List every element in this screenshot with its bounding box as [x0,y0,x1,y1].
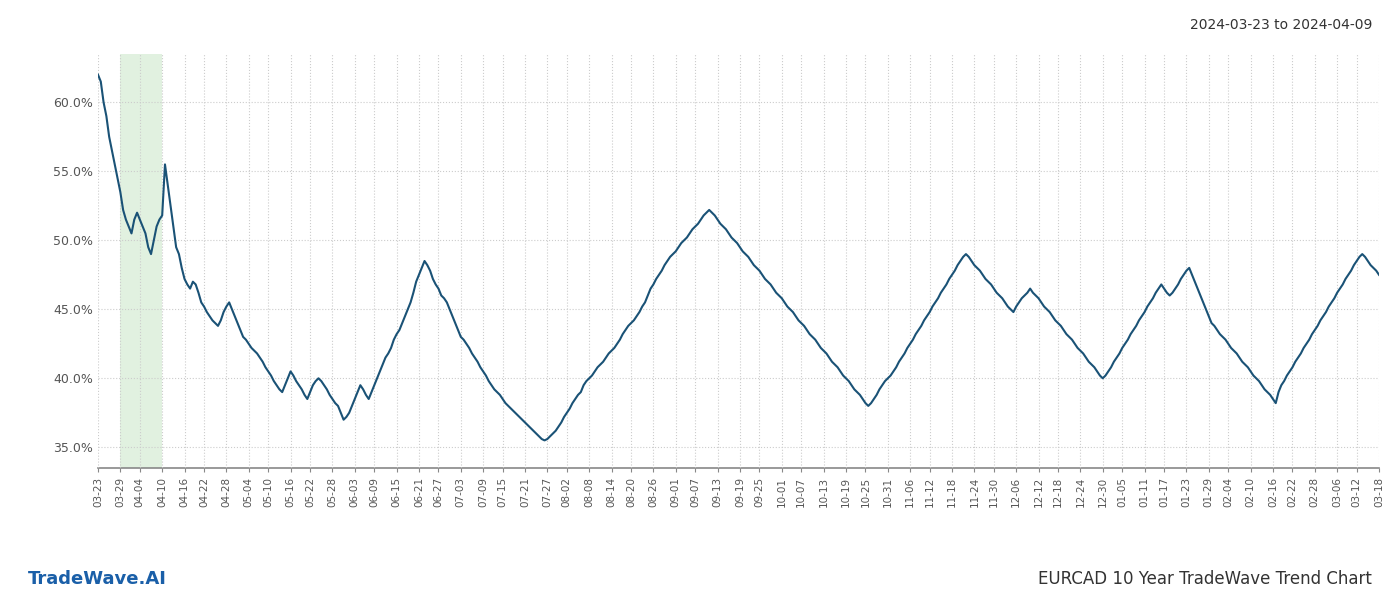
Text: 2024-03-23 to 2024-04-09: 2024-03-23 to 2024-04-09 [1190,18,1372,32]
Bar [120,54,162,468]
Text: EURCAD 10 Year TradeWave Trend Chart: EURCAD 10 Year TradeWave Trend Chart [1039,570,1372,588]
Text: TradeWave.AI: TradeWave.AI [28,570,167,588]
